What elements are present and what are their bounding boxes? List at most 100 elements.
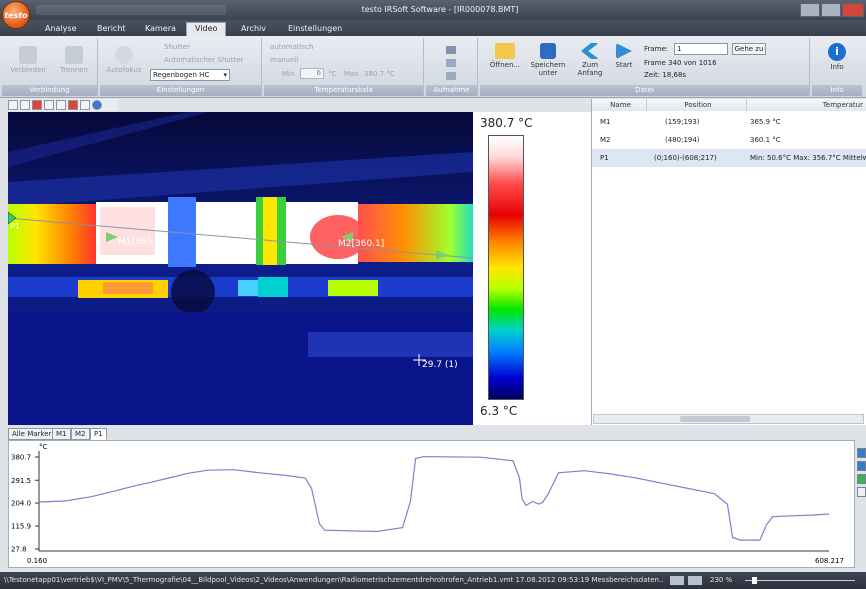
info-button[interactable]: i Info xyxy=(820,43,854,71)
col-temperature[interactable]: Temperatur xyxy=(747,99,866,111)
time-info: Zeit: 18,68s xyxy=(644,71,687,79)
image-toolbar xyxy=(8,99,118,111)
y-tick-label: 291.5 xyxy=(11,477,31,485)
frame-input[interactable]: 1 xyxy=(674,43,728,55)
testo-logo: testo xyxy=(4,11,28,20)
row-position: (480;194) xyxy=(665,136,700,144)
x-tick-label: 0.160 xyxy=(27,557,47,565)
delete-icon[interactable] xyxy=(32,100,42,110)
row-temp: 365.9 °C xyxy=(750,118,781,126)
magnifier-icon xyxy=(115,46,133,64)
tab-m1[interactable]: M1 xyxy=(52,428,71,440)
zoom-slider[interactable] xyxy=(745,580,855,581)
tab-all-markers[interactable]: Alle Marker xyxy=(8,428,56,440)
ribbon-tabs: Analyse Bericht Kamera Video Archiv Eins… xyxy=(0,20,866,36)
ribbon: Verbinden Trennen Verbindung Autofokus S… xyxy=(0,36,866,98)
group-temperaturskala: automatisch manuell Min 6 °C Max 380.7 °… xyxy=(264,38,424,96)
min-input[interactable]: 6 xyxy=(300,68,324,79)
thermal-image[interactable]: M1[365.9] M2[360.1] P1 29.7 (1) xyxy=(8,112,473,425)
tab-archiv[interactable]: Archiv xyxy=(241,24,267,33)
title-bar: testo IRSoft Software - [IR000078.BMT] xyxy=(0,0,866,20)
thermal-image-canvas xyxy=(8,112,473,425)
floppy-icon xyxy=(540,43,556,59)
hotspot-icon[interactable] xyxy=(68,100,78,110)
tab-m2[interactable]: M2 xyxy=(71,428,90,440)
frame-info: Frame 340 von 1016 xyxy=(644,59,717,67)
group-caption: Datei xyxy=(480,85,809,96)
color-scale-bar[interactable] xyxy=(488,135,524,400)
auto-scale-radio[interactable]: automatisch xyxy=(270,43,314,51)
auto-shutter-button[interactable]: Automatischer Shutter xyxy=(164,56,244,64)
min-label: Min xyxy=(282,70,295,78)
save-as-button[interactable]: Speichern unter xyxy=(528,43,568,77)
table-row[interactable]: P1 (0;160)-(608;217) Min: 50.6°C Max: 35… xyxy=(592,149,866,167)
minimize-button[interactable] xyxy=(800,3,820,17)
scrollbar-thumb[interactable] xyxy=(680,416,750,422)
series-line-p1 xyxy=(38,456,830,541)
table-scrollbar[interactable] xyxy=(593,414,864,424)
window-title: testo IRSoft Software - [IR000078.BMT] xyxy=(361,5,519,14)
chart-settings-icon[interactable] xyxy=(857,487,866,497)
record-icon[interactable] xyxy=(446,46,456,54)
color-icon[interactable] xyxy=(92,100,102,110)
col-name[interactable]: Name xyxy=(592,99,647,111)
view-icon[interactable] xyxy=(670,576,684,585)
close-button[interactable] xyxy=(842,3,864,17)
palette-select[interactable]: Regenbogen HC ▾ xyxy=(150,69,230,81)
chart-tool-icon[interactable] xyxy=(857,448,866,458)
view-icon[interactable] xyxy=(688,576,702,585)
chart-side-toolbar xyxy=(857,440,866,568)
row-temp: 360.1 °C xyxy=(750,136,781,144)
to-start-button[interactable]: Zum Anfang xyxy=(572,43,608,77)
maximize-button[interactable] xyxy=(821,3,841,17)
open-button[interactable]: Öffnen... xyxy=(486,43,524,69)
unplug-icon xyxy=(65,46,83,64)
start-button[interactable]: Start xyxy=(610,43,638,69)
status-bar: \\Testonetapp01\vertrieb$\VI_PMV\5_Therm… xyxy=(0,572,866,589)
marker-table: Name Position Temperatur M1 (159;193) 36… xyxy=(591,99,866,425)
rectangle-icon[interactable] xyxy=(80,100,90,110)
group-caption: Info xyxy=(812,85,862,96)
tab-bericht[interactable]: Bericht xyxy=(97,24,126,33)
zoom-slider-thumb[interactable] xyxy=(752,577,757,584)
connect-button[interactable]: Verbinden xyxy=(6,46,50,74)
app-menu-button[interactable]: testo xyxy=(2,1,30,29)
y-tick-label: 204.0 xyxy=(11,500,31,508)
tab-kamera[interactable]: Kamera xyxy=(145,24,176,33)
profile-chart-svg: °C 380.7 291.5 204.0 115.9 27.8 0.160 608.21… xyxy=(11,443,844,565)
col-position[interactable]: Position xyxy=(647,99,747,111)
row-name: P1 xyxy=(600,154,609,162)
x-tick-label: 608.217 xyxy=(815,557,844,565)
grid-icon[interactable] xyxy=(44,100,54,110)
line-tool-icon[interactable] xyxy=(20,100,30,110)
row-temp: Min: 50.6°C Max: 356.7°C Mittelwert xyxy=(750,154,866,162)
scale-max-label: 380.7 °C xyxy=(480,116,533,130)
disconnect-button[interactable]: Trennen xyxy=(52,46,96,74)
quick-access-toolbar[interactable] xyxy=(36,5,226,15)
snapshot-icon[interactable] xyxy=(446,59,456,67)
camera-icon[interactable] xyxy=(446,72,456,80)
manual-scale-radio[interactable]: manuell xyxy=(270,56,299,64)
pointer-icon[interactable] xyxy=(8,100,18,110)
cursor-readout: 29.7 (1) xyxy=(422,360,458,370)
marker-p1-label: P1 xyxy=(10,222,20,231)
chart-export-icon[interactable] xyxy=(857,474,866,484)
tab-video[interactable]: Video xyxy=(186,22,227,36)
group-einstellungen: Autofokus Shutter Automatischer Shutter … xyxy=(100,38,262,96)
goto-button[interactable]: Gehe zu xyxy=(732,43,766,55)
frame-icon[interactable] xyxy=(56,100,66,110)
tab-analyse[interactable]: Analyse xyxy=(45,24,77,33)
autofocus-button[interactable]: Autofokus xyxy=(104,46,144,74)
tab-einstellungen[interactable]: Einstellungen xyxy=(288,24,343,33)
tab-p1[interactable]: P1 xyxy=(90,428,107,440)
group-datei: Öffnen... Speichern unter Zum Anfang Sta… xyxy=(480,38,810,96)
max-input[interactable]: 380.7 °C xyxy=(364,70,395,78)
info-icon: i xyxy=(828,43,846,61)
chart-tool-icon[interactable] xyxy=(857,461,866,471)
table-row[interactable]: M1 (159;193) 365.9 °C xyxy=(592,113,866,131)
frame-label: Frame: xyxy=(644,45,669,53)
play-icon xyxy=(616,43,632,59)
table-row[interactable]: M2 (480;194) 360.1 °C xyxy=(592,131,866,149)
shutter-button[interactable]: Shutter xyxy=(164,43,190,51)
group-caption: Einstellungen xyxy=(100,85,261,96)
